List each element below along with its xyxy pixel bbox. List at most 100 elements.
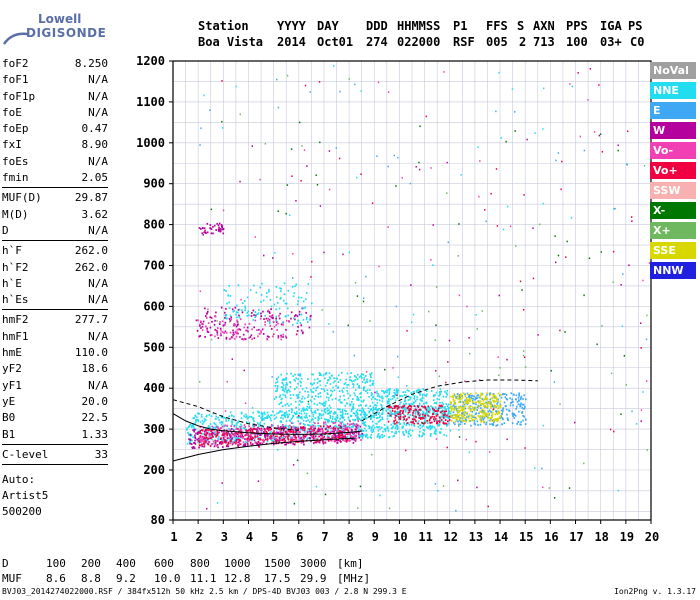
echo-point xyxy=(392,422,395,425)
echo-point xyxy=(314,441,316,444)
echo-point xyxy=(258,328,260,331)
echo-point xyxy=(415,416,417,419)
echo-point xyxy=(365,370,368,373)
echo-point xyxy=(428,426,431,428)
echo-point xyxy=(268,290,270,293)
echo-point xyxy=(197,412,199,415)
echo-point xyxy=(196,430,199,433)
echo-point xyxy=(468,407,470,410)
echo-point xyxy=(280,386,283,388)
echo-point xyxy=(554,235,556,237)
echo-point xyxy=(294,388,296,390)
echo-point xyxy=(496,225,499,227)
echo-point xyxy=(416,422,419,425)
echo-point xyxy=(311,428,314,431)
plot-frame xyxy=(172,60,652,521)
echo-point xyxy=(275,324,278,326)
echo-point xyxy=(294,285,296,288)
echo-point xyxy=(310,425,312,428)
echo-point xyxy=(286,184,289,186)
echo-point xyxy=(327,420,329,423)
echo-point xyxy=(433,402,436,405)
echo-point xyxy=(384,430,387,432)
echo-point xyxy=(429,418,431,421)
echo-point xyxy=(260,315,262,318)
echo-point xyxy=(310,276,312,278)
echo-point xyxy=(295,386,298,389)
echo-point xyxy=(343,427,345,430)
echo-point xyxy=(459,396,462,399)
echo-point xyxy=(241,436,243,439)
y-tick-label: 500 xyxy=(143,340,165,354)
echo-point xyxy=(381,413,383,415)
echo-point xyxy=(308,415,311,417)
echo-point xyxy=(398,421,400,424)
echo-point xyxy=(345,427,348,429)
echo-point xyxy=(428,415,430,418)
echo-point xyxy=(219,427,222,430)
echo-point xyxy=(348,78,350,80)
echo-point xyxy=(357,416,359,418)
echo-point xyxy=(340,421,343,424)
parameter-value: N/A xyxy=(88,378,108,392)
echo-point xyxy=(485,423,487,426)
echo-point xyxy=(341,436,344,439)
echo-point xyxy=(396,405,399,408)
echo-point xyxy=(499,403,502,406)
muf-value: 17.5 xyxy=(264,572,291,585)
echo-point xyxy=(407,399,410,401)
echo-point xyxy=(369,436,372,439)
echo-point xyxy=(289,397,292,400)
echo-point xyxy=(382,397,384,400)
echo-point xyxy=(626,130,629,133)
echo-point xyxy=(259,286,262,289)
echo-point xyxy=(324,404,326,407)
echo-point xyxy=(283,293,286,296)
echo-point xyxy=(364,427,366,430)
echo-point xyxy=(199,431,201,434)
echo-point xyxy=(223,311,226,314)
echo-point xyxy=(373,415,375,418)
echo-point xyxy=(252,432,254,435)
echo-point xyxy=(201,445,203,448)
echo-point xyxy=(532,277,535,280)
echo-point xyxy=(377,81,380,84)
echo-point xyxy=(319,430,322,433)
echo-point xyxy=(286,431,289,434)
echo-point xyxy=(453,408,455,410)
echo-point xyxy=(344,432,346,435)
echo-point xyxy=(296,303,299,306)
echo-point xyxy=(463,414,466,417)
echo-point xyxy=(482,403,485,406)
echo-point xyxy=(221,482,223,484)
echo-point xyxy=(266,428,269,430)
echo-point xyxy=(464,417,466,419)
echo-point xyxy=(341,391,344,393)
echo-point xyxy=(358,384,360,387)
echo-point xyxy=(449,416,452,418)
echo-point xyxy=(297,439,299,442)
muf-value: 8.6 xyxy=(46,572,66,585)
echo-point xyxy=(431,425,434,428)
echo-point xyxy=(338,430,340,432)
echo-point xyxy=(241,434,244,437)
echo-point xyxy=(441,412,443,415)
echo-point xyxy=(301,417,303,420)
echo-point xyxy=(255,433,258,436)
echo-point xyxy=(357,507,359,509)
echo-point xyxy=(195,319,198,322)
echo-point xyxy=(438,416,441,419)
echo-point xyxy=(421,396,424,399)
echo-point xyxy=(493,404,496,407)
echo-point xyxy=(313,429,316,432)
echo-point xyxy=(314,427,317,430)
echo-point xyxy=(280,429,283,432)
echo-point xyxy=(231,428,234,431)
echo-point xyxy=(405,424,408,426)
echo-point xyxy=(257,427,259,430)
echo-point xyxy=(435,410,438,413)
echo-point xyxy=(348,419,351,421)
echo-point xyxy=(503,393,506,395)
echo-point xyxy=(440,410,442,413)
echo-point xyxy=(194,443,197,445)
